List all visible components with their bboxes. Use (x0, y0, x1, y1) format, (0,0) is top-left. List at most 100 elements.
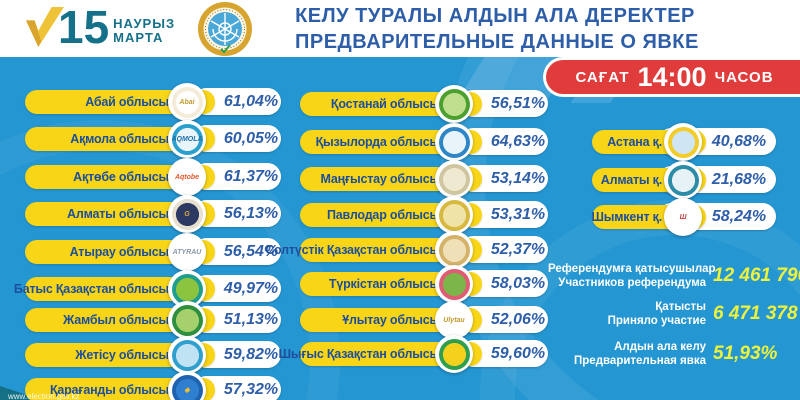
turnout-value: 59,82% (223, 345, 279, 363)
page-title: КЕЛУ ТУРАЛЫ АЛДЫН АЛА ДЕРЕКТЕР ПРЕДВАРИТ… (295, 3, 699, 55)
region-name: Шымкент қ. (591, 210, 662, 224)
stat-turnout: Алдын ала келу Предварительная явка 51,9… (548, 340, 777, 368)
region-emblem-icon (664, 123, 702, 161)
turnout-value: 21,68% (711, 170, 767, 188)
region-emblem-icon (168, 301, 206, 339)
turnout-value: 57,32% (223, 380, 279, 398)
cec-seal-icon (197, 1, 253, 62)
region-row: 49,97% Батыс Қазақстан облысы (14, 270, 281, 308)
turnout-value: 40,68% (711, 132, 767, 150)
region-emblem-icon (435, 196, 473, 234)
region-emblem-icon (664, 161, 702, 199)
region-name-pill: Қарағанды облысы (25, 378, 215, 400)
region-name: Абай облысы (85, 95, 169, 109)
region-emblem-icon (168, 336, 206, 374)
region-name: Солтүстік Қазақстан облысы (265, 243, 440, 257)
logo-month-ru: МАРТА (113, 30, 164, 45)
region-row: 57,32% Қарағанды облысы ◆ (25, 371, 281, 400)
region-emblem-icon (435, 85, 473, 123)
turnout-value: 56,13% (223, 204, 279, 222)
region-row: 58,24% Шымкент қ. Ш (591, 198, 776, 236)
region-name: Қостанай облысы (330, 97, 440, 111)
region-row: 61,37% Ақтөбе облысы Aqtobe (25, 158, 281, 196)
region-row: 52,06% Ұлытау облысы Ulytau (300, 301, 548, 339)
stat-value: 6 471 378 (713, 303, 798, 324)
region-emblem-icon (435, 160, 473, 198)
turnout-value: 53,31% (490, 205, 546, 223)
region-emblem-icon: G (168, 195, 206, 233)
time-badge-time: 14:00 (637, 61, 707, 92)
turnout-value: 60,05% (223, 129, 279, 147)
date-logo: 15 НАУРЫЗ МАРТА (26, 4, 175, 54)
region-name: Ұлытау облысы (342, 313, 440, 327)
region-row: 58,03% Түркістан облысы (300, 265, 548, 303)
turnout-value: 59,60% (490, 344, 546, 362)
turnout-value-pill: 52,06% (460, 306, 548, 333)
stat-label: Референдумға қатысушылар Участников рефе… (548, 262, 716, 290)
turnout-value: 61,04% (223, 92, 279, 110)
header-band (0, 0, 800, 57)
region-name: Астана қ. (607, 135, 662, 149)
logo-months: НАУРЫЗ МАРТА (113, 17, 175, 45)
region-row: 60,05% Ақмола облысы AQMOLA (25, 120, 281, 158)
turnout-value: 56,51% (490, 94, 546, 112)
region-row: 40,68% Астана қ. (592, 123, 776, 161)
region-emblem-icon (435, 231, 473, 269)
region-row: 53,31% Павлодар облысы (300, 196, 548, 234)
stat-took-part: Қатысты Приняло участие 6 471 378 (548, 300, 798, 328)
stat-participants: Референдумға қатысушылар Участников рефе… (548, 262, 800, 290)
region-name: Маңғыстау облысы (320, 172, 441, 186)
stat-value: 12 461 796 (713, 265, 800, 286)
turnout-value: 52,37% (490, 240, 546, 258)
region-row: 52,37% Солтүстік Қазақстан облысы (265, 231, 548, 269)
region-row: 56,54% Атырау облысы ATYRAU (25, 233, 281, 271)
turnout-value: 51,13% (223, 310, 279, 328)
region-emblem-icon: ATYRAU (168, 233, 206, 271)
title-line-kk: КЕЛУ ТУРАЛЫ АЛДЫН АЛА ДЕРЕКТЕР (295, 5, 695, 27)
region-row: 56,13% Алматы облысы G (25, 195, 281, 233)
region-row: 64,63% Қызылорда облысы (300, 123, 548, 161)
region-row: 51,13% Жамбыл облысы (25, 301, 281, 339)
turnout-value: 61,37% (223, 167, 279, 185)
region-name: Алматы облысы (67, 207, 169, 221)
region-emblem-icon (435, 265, 473, 303)
region-row: 56,51% Қостанай облысы (300, 85, 548, 123)
turnout-value: 53,14% (490, 169, 546, 187)
region-name: Түркістан облысы (328, 277, 440, 291)
website-url: www.election.gov.kz (8, 392, 80, 400)
region-row: 53,14% Маңғыстау облысы (300, 160, 548, 198)
region-row: 59,82% Жетісу облысы (25, 336, 281, 374)
region-name: Ақтөбе облысы (73, 170, 169, 184)
stat-label-ru: Приняло участие (607, 315, 706, 327)
region-emblem-icon (435, 335, 473, 373)
turnout-value: 56,54% (223, 242, 279, 260)
time-badge-prefix: САҒАТ (575, 68, 630, 86)
turnout-value: 49,97% (223, 279, 279, 297)
title-line-ru: ПРЕДВАРИТЕЛЬНЫЕ ДАННЫЕ О ЯВКЕ (295, 31, 699, 53)
region-emblem-icon: Abai (168, 83, 206, 121)
stat-value: 51,93% (713, 343, 778, 364)
region-name: Қарағанды облысы (49, 383, 169, 397)
region-name: Қызылорда облысы (315, 135, 441, 149)
region-name: Ақмола облысы (70, 132, 169, 146)
stat-label-ru: Участников референдума (558, 277, 706, 289)
turnout-value: 64,63% (490, 132, 546, 150)
region-name: Алматы қ. (600, 173, 662, 187)
region-emblem-icon: Ulytau (435, 301, 473, 339)
time-badge: САҒАТ 14:00 ЧАСОВ (543, 57, 800, 97)
turnout-value: 58,03% (490, 274, 546, 292)
region-emblem-icon: Aqtobe (168, 158, 206, 196)
region-emblem-icon (435, 123, 473, 161)
checkmark-icon (26, 7, 64, 47)
stat-label-kk: Алдын ала келу (614, 341, 706, 353)
time-badge-suffix: ЧАСОВ (714, 68, 774, 86)
stat-label: Қатысты Приняло участие (548, 300, 706, 328)
region-name: Шығыс Қазақстан облысы (278, 347, 441, 361)
logo-month-kk: НАУРЫЗ (113, 16, 176, 31)
stat-label: Алдын ала келу Предварительная явка (548, 340, 706, 368)
logo-day: 15 (58, 1, 110, 53)
region-row: 21,68% Алматы қ. (592, 161, 776, 199)
region-emblem-icon: AQMOLA (168, 120, 206, 158)
region-name: Атырау облысы (69, 245, 170, 259)
